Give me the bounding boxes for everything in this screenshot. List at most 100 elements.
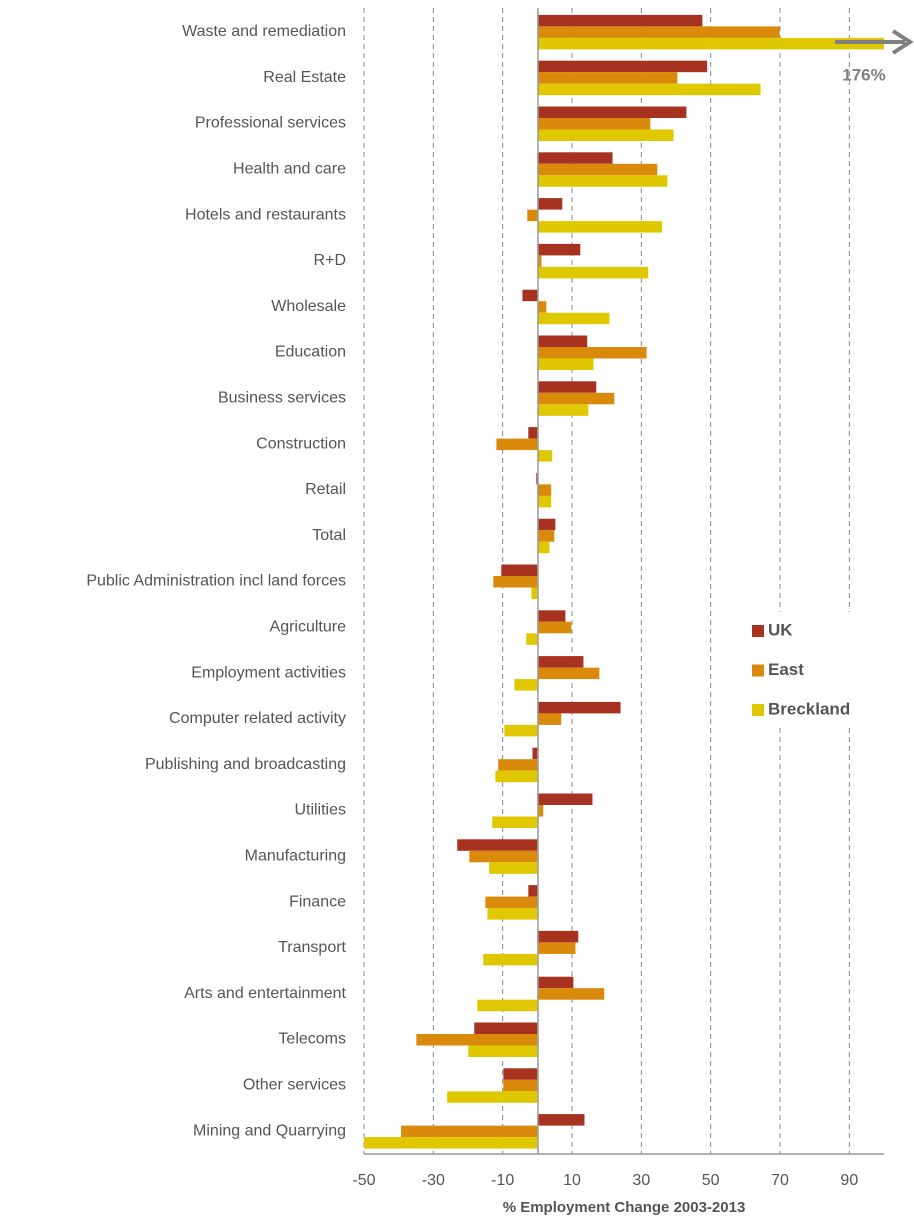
bar [474, 1022, 538, 1034]
bar [537, 976, 574, 989]
bar [537, 530, 555, 542]
bar [493, 576, 538, 588]
bar [492, 816, 538, 828]
bar [537, 347, 647, 359]
x-tick-label: 50 [702, 1172, 720, 1189]
bar [498, 759, 538, 771]
y-tick-label: Mining and Quarrying [193, 1122, 346, 1139]
bar [537, 83, 761, 96]
bar [495, 770, 538, 783]
bar [537, 312, 610, 325]
overflow-arrowhead [891, 29, 914, 55]
y-tick-label: Transport [278, 939, 346, 956]
bar [496, 438, 538, 451]
bar [483, 953, 538, 966]
bar [501, 564, 538, 576]
bar [537, 404, 589, 416]
y-tick-label: Construction [256, 435, 346, 452]
bar [537, 26, 780, 38]
bar [537, 60, 708, 73]
annotation: 176% [842, 65, 885, 84]
y-tick-label: Telecoms [278, 1031, 346, 1048]
legend-label: UK [768, 620, 793, 639]
bar [537, 198, 563, 210]
bar [536, 472, 538, 485]
bar [531, 587, 538, 599]
bar [537, 667, 600, 680]
bar [503, 1079, 538, 1092]
bar [537, 301, 547, 313]
y-tick-label: Finance [289, 893, 346, 910]
y-tick-label: Utilities [294, 802, 346, 819]
bar [537, 805, 544, 817]
y-tick-label: Wholesale [271, 298, 346, 315]
bar [537, 255, 542, 267]
bar [526, 633, 538, 645]
y-tick-label: Employment activities [191, 664, 346, 681]
bar [537, 37, 884, 50]
legend-swatch [752, 625, 764, 637]
y-tick-label: Other services [243, 1077, 346, 1094]
x-tick-label: 30 [632, 1172, 650, 1189]
bar [537, 541, 550, 554]
bar [532, 747, 538, 760]
y-tick-label: R+D [314, 252, 346, 269]
bar [537, 656, 584, 668]
legend-swatch [752, 704, 764, 716]
bar [527, 209, 538, 222]
y-tick-label: Education [275, 344, 346, 361]
bar [537, 106, 687, 118]
bar [537, 610, 566, 622]
bar [537, 266, 649, 279]
bar [537, 713, 562, 725]
bar [537, 930, 579, 943]
y-tick-label: Professional services [195, 115, 346, 132]
y-tick-label: Retail [305, 481, 346, 498]
bar [537, 484, 552, 496]
bar [528, 885, 538, 897]
x-tick-label: -50 [352, 1172, 375, 1189]
bar [537, 163, 658, 176]
bar [537, 175, 668, 187]
bar [537, 621, 572, 634]
bar [537, 988, 605, 1000]
bar [537, 495, 552, 508]
bar [537, 518, 556, 531]
bar [537, 243, 581, 256]
bar [537, 701, 621, 714]
x-tick-label: -30 [422, 1172, 445, 1189]
x-axis-label: % Employment Change 2003-2013 [503, 1199, 746, 1216]
bar [503, 1068, 538, 1080]
y-tick-label: Public Administration incl land forces [86, 573, 346, 590]
bar [537, 129, 674, 141]
y-tick-label: Agriculture [270, 619, 347, 636]
bar [489, 862, 538, 874]
y-tick-label: Total [312, 527, 346, 544]
legend-label: East [768, 660, 804, 679]
bar [537, 358, 594, 370]
bar [537, 942, 576, 954]
y-tick-label: Manufacturing [245, 848, 346, 865]
y-tick-label: Real Estate [263, 69, 346, 86]
bar [537, 118, 651, 130]
bar [468, 1045, 538, 1057]
bar [537, 14, 703, 27]
x-tick-label: 10 [563, 1172, 581, 1189]
bar [401, 1125, 538, 1138]
bar [514, 679, 538, 691]
bar [477, 999, 538, 1012]
bar [537, 381, 597, 393]
y-tick-label: Arts and entertainment [184, 985, 346, 1002]
bar [457, 839, 538, 851]
legend-background [745, 612, 885, 728]
legend-swatch [752, 664, 764, 677]
bar [487, 908, 538, 920]
y-tick-label: Business services [218, 390, 346, 407]
legend-label: Breckland [768, 699, 850, 718]
bar [522, 289, 538, 302]
x-tick-label: 90 [840, 1172, 858, 1189]
y-tick-label: Hotels and restaurants [185, 206, 346, 223]
bar [537, 72, 678, 84]
bar [537, 793, 593, 805]
bar [537, 335, 588, 347]
